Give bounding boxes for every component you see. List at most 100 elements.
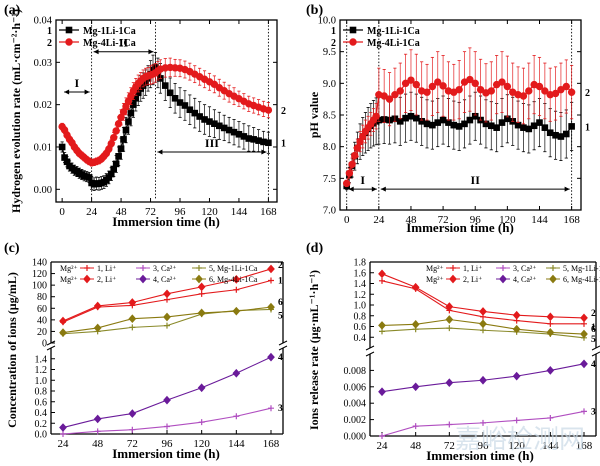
data-point	[197, 383, 206, 393]
panel-label: (c)	[4, 241, 20, 256]
legend-marker	[550, 265, 556, 271]
legend-label: 4, Ca²⁺	[513, 275, 537, 284]
series-end-label: 6	[591, 325, 596, 335]
plot-frame	[46, 261, 288, 435]
data-point	[512, 371, 521, 381]
data-point	[423, 88, 431, 96]
y-axis-label: pH value	[307, 91, 321, 138]
series-end-label: 4	[278, 353, 283, 363]
data-point	[461, 120, 468, 128]
x-tick-label: 72	[438, 214, 449, 226]
data-point	[562, 82, 570, 91]
data-point	[520, 124, 527, 131]
data-point	[127, 109, 135, 117]
series-end-label: 1	[281, 139, 286, 150]
y-tick-label: 8.5	[323, 111, 336, 122]
data-point	[547, 320, 554, 327]
legend-index: 2	[47, 38, 52, 49]
y-tick-label: 1.4	[354, 279, 367, 290]
legend-prefix: Mg²⁺	[60, 275, 78, 284]
data-point	[580, 359, 588, 369]
data-point	[164, 322, 170, 329]
data-point	[479, 375, 487, 385]
series-line	[62, 356, 272, 429]
y-tick-label: 0.000	[344, 432, 367, 443]
data-point	[445, 315, 454, 324]
data-point	[129, 324, 136, 331]
data-point	[530, 122, 538, 130]
x-tick-label: 48	[116, 206, 128, 218]
data-point	[233, 286, 240, 293]
region-arrow	[348, 186, 377, 192]
data-point	[580, 329, 588, 339]
data-point	[562, 130, 570, 138]
x-tick-label: 120	[499, 214, 516, 226]
data-point	[546, 366, 555, 375]
legend-marker	[500, 265, 506, 271]
data-point	[164, 423, 170, 430]
data-point	[407, 112, 415, 120]
data-point	[233, 413, 240, 420]
legend: Mg²⁺ 1, Li⁺ 3, Ca²⁺ 5, Mg-1Li-1Ca Mg²⁺ 2, Li⁺…	[426, 264, 600, 284]
data-point	[512, 310, 521, 320]
x-tick-label: 168	[576, 440, 593, 452]
data-point	[411, 382, 420, 392]
series-4: 4	[378, 359, 596, 397]
data-point	[401, 79, 410, 88]
y-tick-label: 10.0	[318, 16, 336, 27]
data-point	[445, 302, 454, 311]
data-point	[198, 419, 205, 426]
data-point	[128, 298, 137, 307]
data-point	[267, 302, 275, 312]
y-tick-label: 80	[37, 292, 47, 303]
x-tick-label: 120	[201, 206, 218, 218]
data-point	[407, 76, 415, 84]
series-end-label: 3	[278, 404, 283, 414]
legend: Mg²⁺ 1, Li⁺ 3, Ca²⁺ 5, Mg-1Li-1Ca Mg²⁺ 2, Li⁺…	[60, 264, 258, 284]
legend-marker	[499, 274, 507, 284]
data-point	[232, 368, 241, 378]
data-point	[197, 308, 206, 318]
region-arrow-head	[261, 149, 267, 155]
plot-frame	[55, 19, 278, 203]
legend-label: 5, Mg-1Li-1Ca	[563, 264, 600, 273]
data-point	[498, 119, 506, 126]
region-arrow-head	[148, 49, 154, 55]
series-2	[58, 57, 273, 167]
legend-label: 3, Ca²⁺	[513, 264, 537, 273]
data-point	[519, 92, 528, 100]
data-point	[93, 301, 102, 311]
x-tick-label: 72	[127, 438, 138, 450]
y-tick-label: 0.2	[35, 419, 48, 430]
region-label: II	[119, 36, 129, 50]
y-tick-label: 0.008	[344, 366, 367, 377]
data-point	[267, 352, 275, 362]
data-point	[557, 85, 565, 94]
region-arrow-head	[380, 186, 386, 192]
data-point	[385, 95, 394, 103]
y-tick-label: 0.8	[354, 311, 367, 322]
data-point	[379, 433, 385, 439]
legend-marker	[140, 265, 146, 271]
data-point	[391, 91, 399, 99]
legend-label: Mg-1Li-1Ca	[83, 26, 136, 37]
data-point	[114, 119, 123, 128]
y-tick-label: 0.0	[35, 430, 48, 441]
x-axis-label: Immersion time (h)	[426, 448, 534, 463]
data-point	[551, 89, 560, 98]
panel-c: 24 48 72 96 120 144 1680204060801001201400.00.…	[4, 241, 288, 461]
x-tick-label: 24	[58, 438, 70, 450]
y-axis-label: Ions release rate (μg·mL⁻¹·h⁻¹)	[307, 270, 321, 430]
data-point	[503, 82, 512, 91]
data-point	[428, 82, 437, 91]
panel-label: (b)	[306, 3, 323, 18]
axis-break-mark	[365, 351, 375, 357]
data-point	[110, 133, 118, 142]
data-point	[380, 92, 388, 100]
region-label: II	[471, 173, 481, 187]
data-point	[128, 409, 137, 418]
data-point	[487, 87, 495, 95]
y-tick-label: 0.02	[34, 100, 52, 111]
panel-label: (a)	[4, 3, 21, 18]
y-tick-label: 1.8	[354, 258, 367, 269]
